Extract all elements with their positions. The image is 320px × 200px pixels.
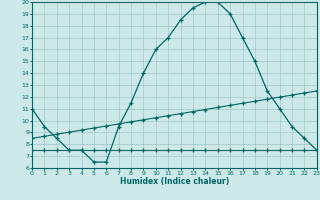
X-axis label: Humidex (Indice chaleur): Humidex (Indice chaleur) [120,177,229,186]
